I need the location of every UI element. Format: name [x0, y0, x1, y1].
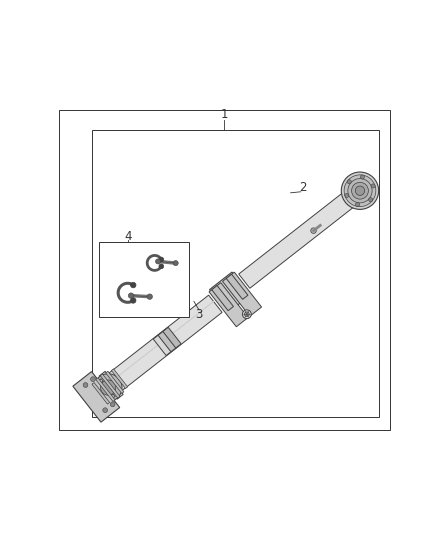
Circle shape — [94, 374, 122, 401]
Circle shape — [345, 193, 349, 198]
Text: 1: 1 — [221, 108, 228, 121]
Circle shape — [155, 259, 161, 264]
Polygon shape — [93, 378, 103, 390]
Polygon shape — [100, 374, 120, 398]
Polygon shape — [226, 274, 248, 300]
Circle shape — [103, 408, 108, 413]
Polygon shape — [212, 286, 233, 311]
Circle shape — [341, 172, 378, 209]
Circle shape — [344, 175, 376, 207]
Circle shape — [159, 257, 164, 262]
Polygon shape — [92, 383, 110, 404]
Text: 2: 2 — [299, 181, 306, 194]
Circle shape — [356, 203, 360, 207]
Polygon shape — [103, 394, 115, 402]
Circle shape — [355, 186, 365, 196]
Circle shape — [131, 282, 136, 288]
Bar — [99, 242, 189, 317]
Polygon shape — [153, 335, 171, 356]
Polygon shape — [345, 180, 370, 206]
Circle shape — [147, 294, 152, 300]
Polygon shape — [163, 327, 181, 348]
Polygon shape — [106, 372, 124, 393]
Circle shape — [348, 179, 372, 203]
Circle shape — [110, 402, 115, 407]
Circle shape — [173, 261, 178, 265]
Polygon shape — [158, 331, 176, 352]
Circle shape — [128, 293, 134, 298]
Text: 3: 3 — [195, 309, 203, 321]
Circle shape — [244, 312, 249, 317]
Polygon shape — [209, 272, 250, 313]
Text: 4: 4 — [124, 230, 131, 244]
Polygon shape — [209, 282, 248, 327]
Circle shape — [371, 184, 375, 188]
Circle shape — [131, 298, 136, 303]
Circle shape — [83, 383, 88, 387]
Circle shape — [369, 198, 373, 202]
Circle shape — [100, 380, 116, 395]
Circle shape — [360, 175, 364, 179]
Bar — [92, 130, 379, 417]
Polygon shape — [111, 369, 127, 389]
Circle shape — [91, 377, 95, 382]
Circle shape — [159, 264, 164, 269]
Circle shape — [347, 180, 351, 184]
Polygon shape — [239, 188, 361, 288]
Polygon shape — [96, 378, 115, 401]
Circle shape — [311, 228, 316, 233]
Circle shape — [352, 182, 368, 199]
Polygon shape — [73, 372, 120, 422]
Polygon shape — [107, 295, 222, 392]
Polygon shape — [223, 272, 261, 316]
Circle shape — [243, 310, 251, 319]
Polygon shape — [99, 372, 123, 399]
